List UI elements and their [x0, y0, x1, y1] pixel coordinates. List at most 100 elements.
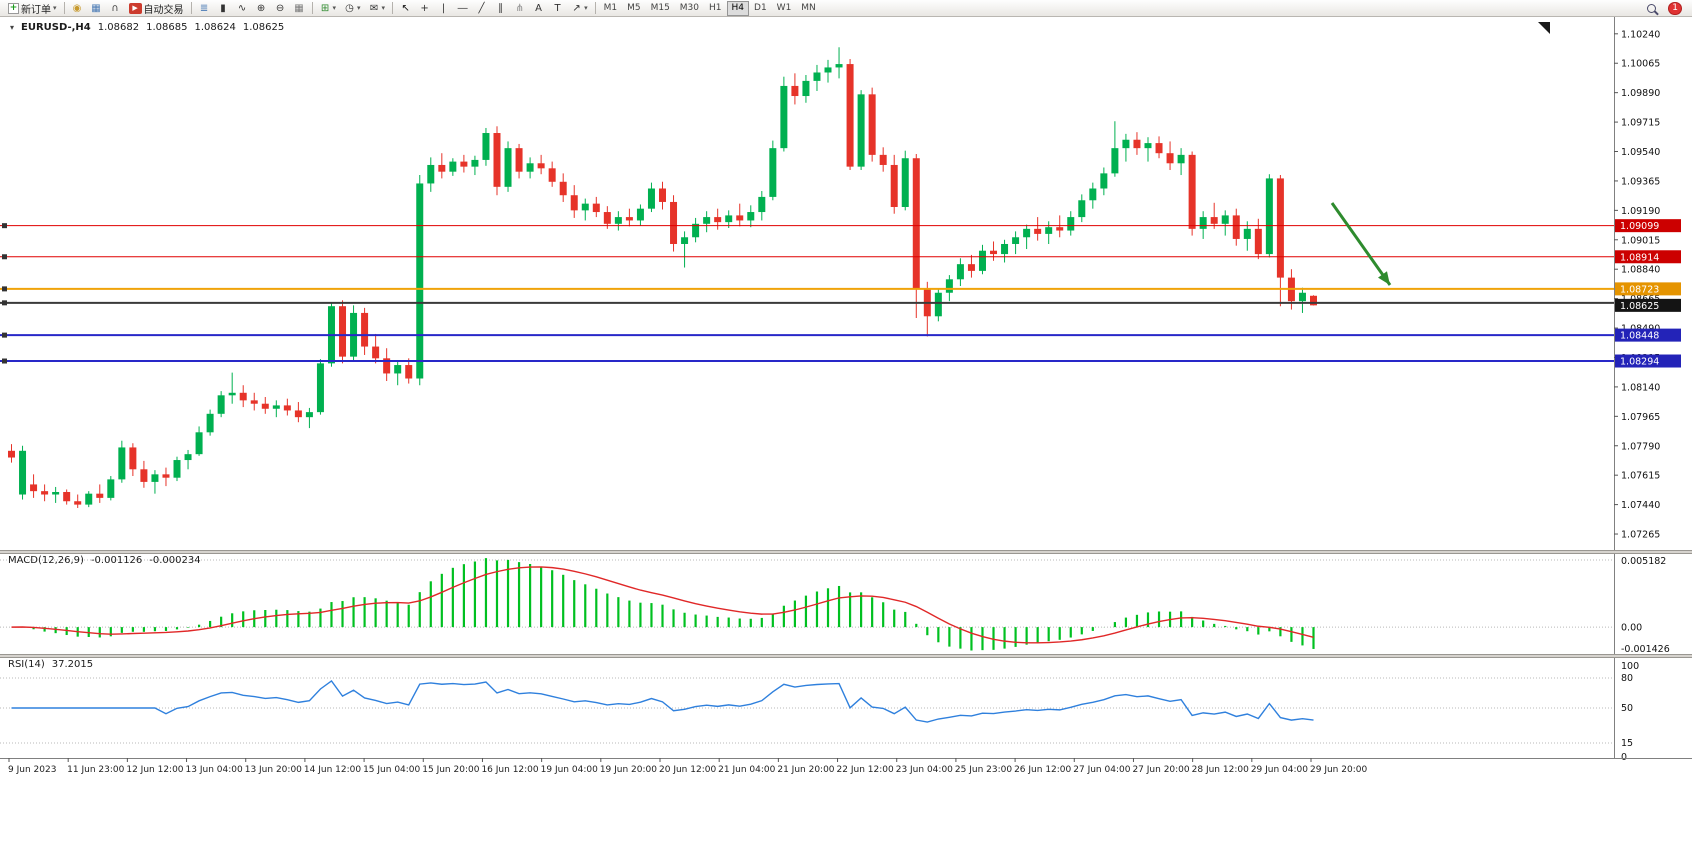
trendline-button[interactable]: ╱: [472, 1, 491, 16]
time-tick-label: 25 Jun 23:00: [955, 765, 1012, 775]
time-tick-label: 9 Jun 2023: [8, 765, 56, 775]
candle-body: [1001, 243, 1009, 255]
text-button[interactable]: A: [529, 1, 548, 16]
price-tick-label: 1.07965: [1621, 412, 1660, 423]
candle-body: [8, 450, 15, 458]
line-anchor-marker[interactable]: [2, 223, 7, 229]
scroll-anchor-icon[interactable]: [1538, 22, 1550, 34]
candle-body: [559, 181, 567, 196]
label-button[interactable]: T: [548, 1, 567, 16]
search-icon: [1647, 3, 1657, 13]
candle-body: [339, 306, 347, 357]
line-anchor-marker[interactable]: [2, 332, 7, 338]
price-badge: [1615, 250, 1681, 264]
line-chart-icon: ∿: [237, 2, 247, 14]
alerts-button[interactable]: ◉: [68, 1, 87, 16]
zoom-in-button[interactable]: ⊕: [252, 1, 271, 16]
rsi-name: RSI(14): [8, 659, 45, 670]
notification-badge[interactable]: 1: [1668, 1, 1682, 15]
auto-trading-button[interactable]: ▶ 自动交易: [125, 1, 188, 16]
trend-arrow-annotation[interactable]: [1330, 202, 1392, 286]
panel-splitter[interactable]: [0, 550, 1692, 554]
candle-body: [681, 237, 689, 244]
line-anchor-marker[interactable]: [2, 300, 7, 306]
candle-body: [1067, 217, 1075, 231]
fibonacci-icon: ⋔: [515, 2, 524, 14]
time-tick-label: 14 Jun 12:00: [304, 765, 361, 775]
arrows-shapes-button[interactable]: ↗ ▾: [567, 1, 592, 16]
chart-area[interactable]: 1.10240 1.10065 1.09890 1.09715 1.09540 1.093…: [0, 17, 1692, 779]
one-click-collapse-icon[interactable]: ▾: [10, 23, 15, 32]
periods-button[interactable]: ◷ ▾: [340, 1, 365, 16]
price-tick-label: 1.09365: [1621, 176, 1660, 187]
cursor-button[interactable]: ↖: [396, 1, 415, 16]
candle-body: [41, 491, 49, 495]
candle-body: [625, 217, 633, 221]
candle-body: [228, 392, 236, 396]
panel-splitter[interactable]: [0, 654, 1692, 658]
timeframe-m15-button[interactable]: M15: [646, 1, 675, 16]
arrow-head: [1378, 271, 1390, 285]
timeframe-w1-button[interactable]: W1: [772, 1, 797, 16]
timeframe-m30-button[interactable]: M30: [675, 1, 704, 16]
candle-body: [118, 447, 126, 480]
templates-button[interactable]: ✉ ▾: [365, 1, 390, 16]
price-badge-label: 1.08625: [1620, 301, 1659, 312]
timeframe-d1-button[interactable]: D1: [749, 1, 772, 16]
horizontal-line-button[interactable]: ―: [453, 1, 472, 16]
candle-body: [736, 215, 744, 221]
candle-body: [129, 447, 137, 470]
fibonacci-button[interactable]: ⋔: [510, 1, 529, 16]
candle-body: [394, 365, 402, 374]
timeframe-mn-button[interactable]: MN: [796, 1, 821, 16]
price-tick-label: 1.09190: [1621, 206, 1660, 217]
candle-body: [361, 312, 369, 347]
candle-body: [1122, 139, 1130, 149]
macd-scale-label: 0.00: [1621, 623, 1642, 634]
candle-body: [758, 196, 766, 213]
news-audio-button[interactable]: ∩: [106, 1, 125, 16]
tile-windows-button[interactable]: ▦: [290, 1, 309, 16]
price-badge-label: 1.08294: [1620, 357, 1659, 368]
candle-body: [217, 395, 225, 414]
line-chart-button[interactable]: ∿: [233, 1, 252, 16]
zoom-out-button[interactable]: ⊖: [271, 1, 290, 16]
timeframe-h4-button[interactable]: H4: [726, 0, 750, 16]
price-badge-label: 1.08448: [1620, 331, 1659, 342]
bar-chart-button[interactable]: ≣: [195, 1, 214, 16]
candlestick-chart-button[interactable]: ▮: [214, 1, 233, 16]
price-tick-label: 1.08840: [1621, 265, 1660, 276]
label-icon: T: [554, 2, 561, 14]
candle-body: [250, 400, 258, 404]
search-button[interactable]: [1643, 1, 1660, 16]
chart-canvas[interactable]: 1.10240 1.10065 1.09890 1.09715 1.09540 1.093…: [0, 17, 1692, 779]
alerts-icon: ◉: [72, 2, 82, 14]
rsi-line: [11, 680, 1314, 723]
price-tick-label: 1.07615: [1621, 471, 1660, 482]
candlestick-chart-icon: ▮: [220, 2, 226, 14]
candle-body: [206, 413, 214, 433]
equidistant-channel-button[interactable]: ∥: [491, 1, 510, 16]
rsi-value: 37.2015: [51, 659, 94, 670]
timeframe-h1-button[interactable]: H1: [704, 1, 727, 16]
candle-body: [1254, 228, 1262, 255]
crosshair-button[interactable]: +: [415, 1, 434, 16]
time-tick-label: 26 Jun 12:00: [1014, 765, 1071, 775]
add-indicator-button[interactable]: ⊞ ▾: [316, 1, 341, 16]
time-tick-label: 19 Jun 04:00: [541, 765, 598, 775]
timeframe-m5-button[interactable]: M5: [622, 1, 646, 16]
market-watch-button[interactable]: ▦: [87, 1, 106, 16]
candle-body: [670, 201, 678, 244]
candle-body: [239, 392, 247, 401]
line-anchor-marker[interactable]: [2, 358, 7, 364]
line-anchor-marker[interactable]: [2, 286, 7, 292]
candle-body: [1232, 215, 1240, 239]
candle-body: [261, 403, 269, 409]
candle-body: [813, 72, 821, 81]
time-tick-label: 19 Jun 20:00: [600, 765, 657, 775]
vertical-line-button[interactable]: |: [434, 1, 453, 16]
line-anchor-marker[interactable]: [2, 254, 7, 260]
candle-body: [978, 250, 986, 271]
new-order-button[interactable]: + 新订单 ▾: [4, 1, 61, 16]
timeframe-m1-button[interactable]: M1: [599, 1, 623, 16]
